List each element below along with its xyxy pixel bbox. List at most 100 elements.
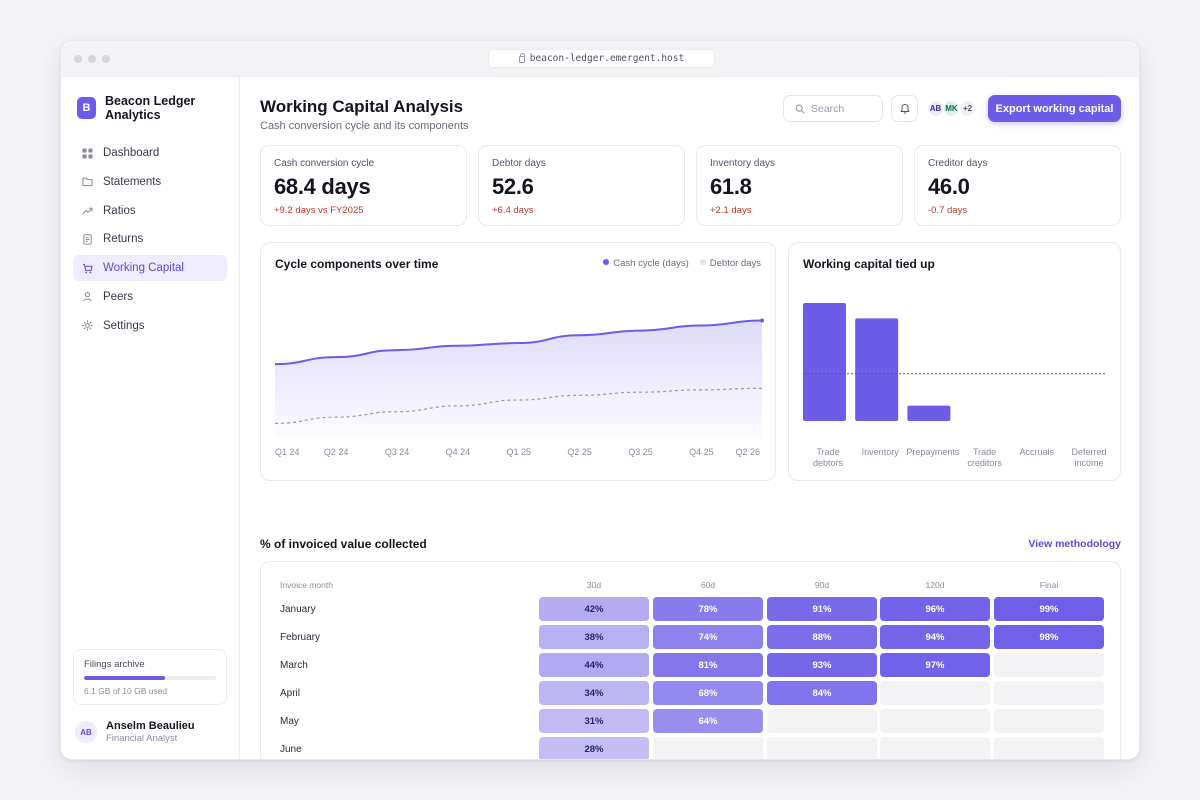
gear-icon <box>82 320 93 332</box>
view-methodology-link[interactable]: View methodology <box>1028 538 1121 550</box>
chart-legend: Cash cycle (days) Debtor days <box>603 258 761 269</box>
window-close-dot[interactable] <box>74 55 82 63</box>
kpi-delta: +6.4 days <box>492 205 534 216</box>
empty-cell <box>653 737 763 759</box>
x-tick-label: Q2 26 <box>735 447 760 457</box>
sidebar-item-statements[interactable]: Statements <box>73 169 227 195</box>
sidebar-item-dashboard[interactable]: Dashboard <box>73 140 227 166</box>
folder-icon <box>82 178 93 187</box>
empty-cell <box>994 737 1104 759</box>
heatmap-cell: 94% <box>880 625 990 649</box>
search-icon <box>795 104 805 114</box>
kpi-card-creditor-days: Creditor days 46.0 -0.7 days <box>914 145 1121 226</box>
sidebar-item-returns[interactable]: Returns <box>73 226 227 252</box>
heatmap-cell: 91% <box>767 597 877 621</box>
sidebar-item-ratios[interactable]: Ratios <box>73 198 227 224</box>
user-profile[interactable]: AB Anselm Beaulieu Financial Analyst <box>75 720 195 744</box>
bar-inventory[interactable] <box>855 318 899 421</box>
row-label: February <box>280 632 321 643</box>
row-label: January <box>280 604 316 615</box>
heatmap-cell: 42% <box>539 597 649 621</box>
kpi-value: 68.4 days <box>274 174 371 199</box>
heatmap-cell: 97% <box>880 653 990 677</box>
avatar: AB <box>75 721 97 743</box>
collaborator-avatars[interactable]: AB MK +2 <box>926 99 977 118</box>
legend-label: Cash cycle (days) <box>613 258 689 269</box>
heatmap-cell: 68% <box>653 681 763 705</box>
sidebar-nav: Dashboard Statements Ratios Returns Work… <box>73 140 227 342</box>
sidebar-item-settings[interactable]: Settings <box>73 313 227 339</box>
sidebar-item-label: Statements <box>103 175 162 188</box>
url-text: beacon-ledger.emergent.host <box>529 53 685 64</box>
window-minimize-dot[interactable] <box>88 55 96 63</box>
kpi-delta: +9.2 days vs FY2025 <box>274 205 364 216</box>
heatmap-cell: 74% <box>653 625 763 649</box>
heatmap-cell: 88% <box>767 625 877 649</box>
sidebar-item-label: Peers <box>103 290 134 303</box>
lock-icon <box>518 53 525 63</box>
x-tick-label: Q1 24 <box>275 447 300 457</box>
series-end-point[interactable] <box>760 318 764 323</box>
kpi-card-inventory-days: Inventory days 61.8 +2.1 days <box>696 145 903 226</box>
cycle-area-chart <box>274 318 764 439</box>
brand[interactable]: B Beacon Ledger Analytics <box>77 94 215 122</box>
bar-category-label: Inventory <box>861 447 899 457</box>
legend-item-debtor-days[interactable]: Debtor days <box>699 258 761 269</box>
empty-cell <box>880 737 990 759</box>
heatmap-cell: 99% <box>994 597 1104 621</box>
kpi-label: Cash conversion cycle <box>274 158 375 169</box>
trend-icon <box>82 207 93 215</box>
kpi-delta: +2.1 days <box>710 205 752 216</box>
bar-trade-debtors[interactable] <box>803 303 846 421</box>
heatmap-cell: 34% <box>539 681 649 705</box>
heatmap-cell: 28% <box>539 737 649 759</box>
column-header: 120d <box>925 580 945 590</box>
column-header: 90d <box>814 580 830 590</box>
address-bar[interactable]: beacon-ledger.emergent.host <box>488 49 715 68</box>
heatmap-cell: 98% <box>994 625 1104 649</box>
heatmap-cell: 38% <box>539 625 649 649</box>
column-header: Final <box>1039 580 1059 590</box>
notifications-button[interactable] <box>891 95 918 122</box>
working-capital-tied-up-card: Working capital tied up Trade debtors Inv… <box>788 242 1121 481</box>
cash-cycle-area <box>275 320 762 439</box>
heatmap-cell: 96% <box>880 597 990 621</box>
main-content: Working Capital Analysis Cash conversion… <box>240 77 1139 759</box>
x-tick-label: Q4 24 <box>445 447 471 457</box>
bar-prepayments[interactable] <box>907 405 951 421</box>
series-line-debtor-days <box>274 387 763 424</box>
row-label: June <box>280 744 302 755</box>
sidebar-item-peers[interactable]: Peers <box>73 284 227 310</box>
window-maximize-dot[interactable] <box>102 55 110 63</box>
x-tick-label: Q3 24 <box>384 447 410 457</box>
empty-cell <box>880 681 990 705</box>
sidebar: B Beacon Ledger Analytics Dashboard Stat… <box>61 77 240 759</box>
sidebar-item-working-capital[interactable]: Working Capital <box>73 255 227 282</box>
kpi-label: Inventory days <box>710 158 776 169</box>
search-placeholder: Search <box>811 102 845 115</box>
search-input[interactable]: Search <box>783 95 883 122</box>
working-capital-bar-chart <box>803 303 1107 421</box>
bar-category-label: Trade creditors <box>967 447 1002 468</box>
bar-category-label: Deferred income <box>1071 447 1107 468</box>
column-header: 30d <box>586 580 602 590</box>
export-working-capital-button[interactable]: Export working capital <box>988 95 1121 122</box>
storage-widget: Filings archive 6.1 GB of 10 GB used <box>73 649 227 705</box>
storage-progress-fill <box>84 676 165 680</box>
heatmap-cell: 31% <box>539 709 649 733</box>
empty-cell <box>767 737 877 759</box>
x-tick-label: Q3 25 <box>628 447 653 457</box>
x-tick-label: Q1 25 <box>506 447 532 457</box>
browser-titlebar: beacon-ledger.emergent.host <box>61 41 1139 77</box>
storage-title: Filings archive <box>84 659 145 670</box>
legend-label: Debtor days <box>709 258 761 269</box>
empty-cell <box>994 709 1104 733</box>
chart-title: Working capital tied up <box>803 257 935 271</box>
empty-cell <box>767 709 877 733</box>
bar-category-label: Prepayments <box>906 447 960 457</box>
kpi-label: Debtor days <box>492 158 546 169</box>
sidebar-item-label: Returns <box>103 233 144 246</box>
user-role: Financial Analyst <box>106 733 178 744</box>
legend-item-cash-cycle[interactable]: Cash cycle (days) <box>603 258 689 269</box>
legend-swatch <box>603 259 610 265</box>
